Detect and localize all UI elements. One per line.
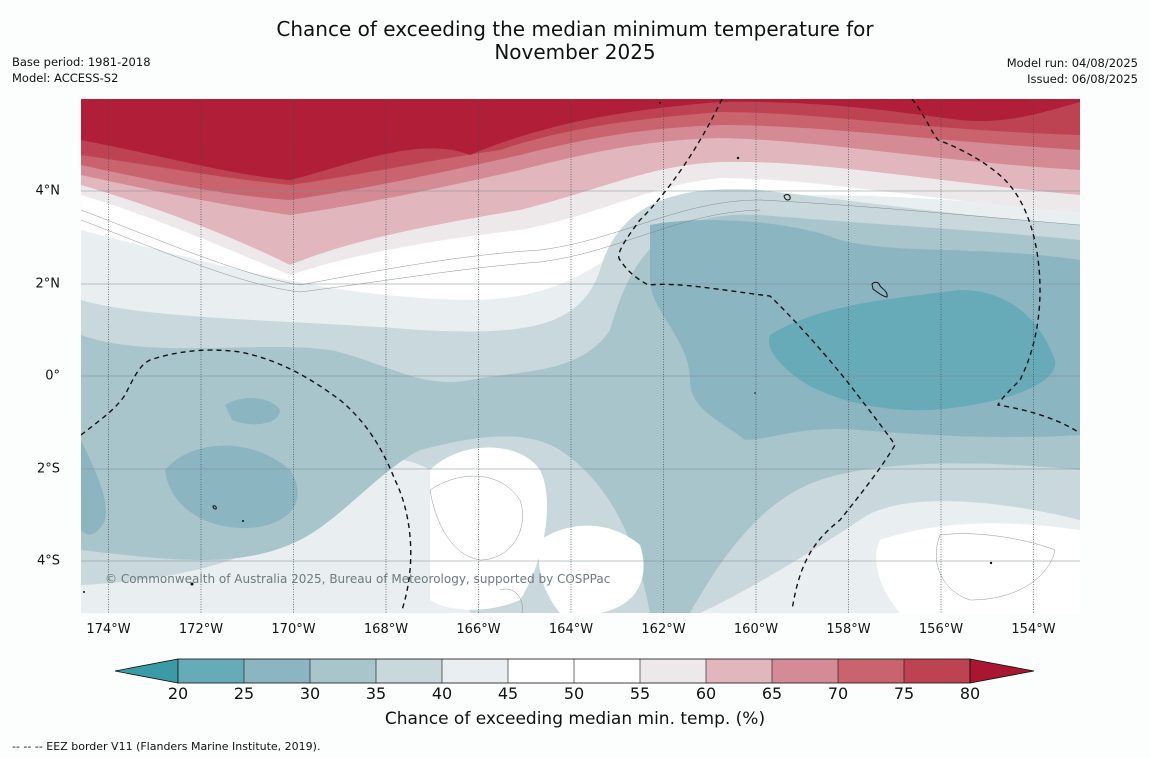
contour-line (81, 199, 1080, 286)
shade-25-30-small (225, 398, 280, 425)
colorbar-tick-label: 20 (167, 684, 189, 703)
lat-label: 4°S (36, 553, 60, 569)
colorbar-swatch (244, 659, 310, 683)
shade-white-patch-east (876, 523, 1080, 613)
colorbar-tick-label: 80 (959, 684, 981, 703)
colorbar-tick-label: 55 (629, 684, 651, 703)
lon-label: 172°W (178, 622, 224, 637)
shade-80-plus-band (81, 99, 1080, 180)
colorbar-swatch (904, 659, 970, 683)
contour-line (429, 475, 523, 561)
colorbar-swatch (640, 659, 706, 683)
shade-white-patch (538, 525, 644, 613)
colorbar-swatch (772, 659, 838, 683)
colorbar-swatch (706, 659, 772, 683)
colorbar-swatch (508, 659, 574, 683)
colorbar-swatch (838, 659, 904, 683)
colorbar-swatch (574, 659, 640, 683)
metadata-left: Base period: 1981-2018 Model: ACCESS-S2 (12, 54, 151, 86)
lat-label: 0° (45, 368, 60, 384)
shade-25-30-west-edge (81, 440, 106, 535)
colorbar-high-extension (969, 658, 1035, 684)
lon-label: 174°W (86, 622, 131, 637)
lat-label: 2°N (35, 276, 61, 292)
lon-label: 170°W (271, 622, 316, 637)
colorbar-tick-label: 40 (431, 684, 453, 703)
base-period: Base period: 1981-2018 (12, 55, 151, 69)
model-run-date: Model run: 04/08/2025 (1006, 56, 1138, 70)
shade-25-30-south-west (165, 445, 298, 529)
lon-label: 158°W (826, 622, 871, 637)
colorbar-tick-label: 30 (299, 684, 321, 703)
colorbar-tick-label: 70 (827, 684, 849, 703)
parallels (81, 190, 1080, 562)
colorbar-swatch (310, 659, 376, 683)
colorbar-tick-label: 25 (233, 684, 255, 703)
islands (212, 194, 888, 510)
map-title: Chance of exceeding the median minimum t… (0, 18, 1150, 64)
colorbar-tick-label: 45 (497, 684, 519, 703)
colorbar-tick-label: 60 (695, 684, 717, 703)
colorbar (114, 658, 1035, 684)
title-line-2: November 2025 (494, 40, 656, 64)
colorbar-tick-label: 65 (761, 684, 783, 703)
colorbar-swatch (376, 659, 442, 683)
colorbar-tick-label: 75 (893, 684, 915, 703)
shade-20-25-core (769, 290, 1056, 411)
lon-label: 164°W (548, 622, 594, 637)
lat-label: 2°S (36, 461, 60, 477)
title-line-1: Chance of exceeding the median minimum t… (276, 17, 874, 41)
lon-label: 168°W (363, 622, 409, 637)
lon-label: 160°W (733, 622, 779, 637)
shade-white-central (430, 447, 548, 610)
colorbar-title: Chance of exceeding median min. temp. (%… (384, 709, 766, 729)
colorbar-tick-label: 35 (365, 684, 387, 703)
colorbar-swatch (442, 659, 508, 683)
issued-date: Issued: 06/08/2025 (1027, 72, 1138, 86)
colorbar-swatch (178, 659, 244, 683)
map-area (81, 99, 1080, 613)
eez-footnote: -- -- -- EEZ border V11 (Flanders Marine… (12, 740, 321, 753)
lon-label: 162°W (641, 622, 686, 637)
colorbar-tick-label: 50 (563, 684, 585, 703)
contour-line (81, 209, 761, 293)
meridians (108, 99, 1034, 613)
copyright-notice: © Commonwealth of Australia 2025, Bureau… (105, 572, 611, 586)
eez-borders (81, 99, 1079, 611)
lat-label: 4°N (35, 183, 61, 199)
lon-label: 154°W (1011, 622, 1056, 637)
metadata-right: Model run: 04/08/2025 Issued: 06/08/2025 (1007, 55, 1138, 87)
lon-label: 156°W (918, 622, 964, 637)
model-name: Model: ACCESS-S2 (12, 71, 119, 85)
colorbar-low-extension (114, 658, 179, 684)
lon-label: 166°W (456, 622, 501, 637)
